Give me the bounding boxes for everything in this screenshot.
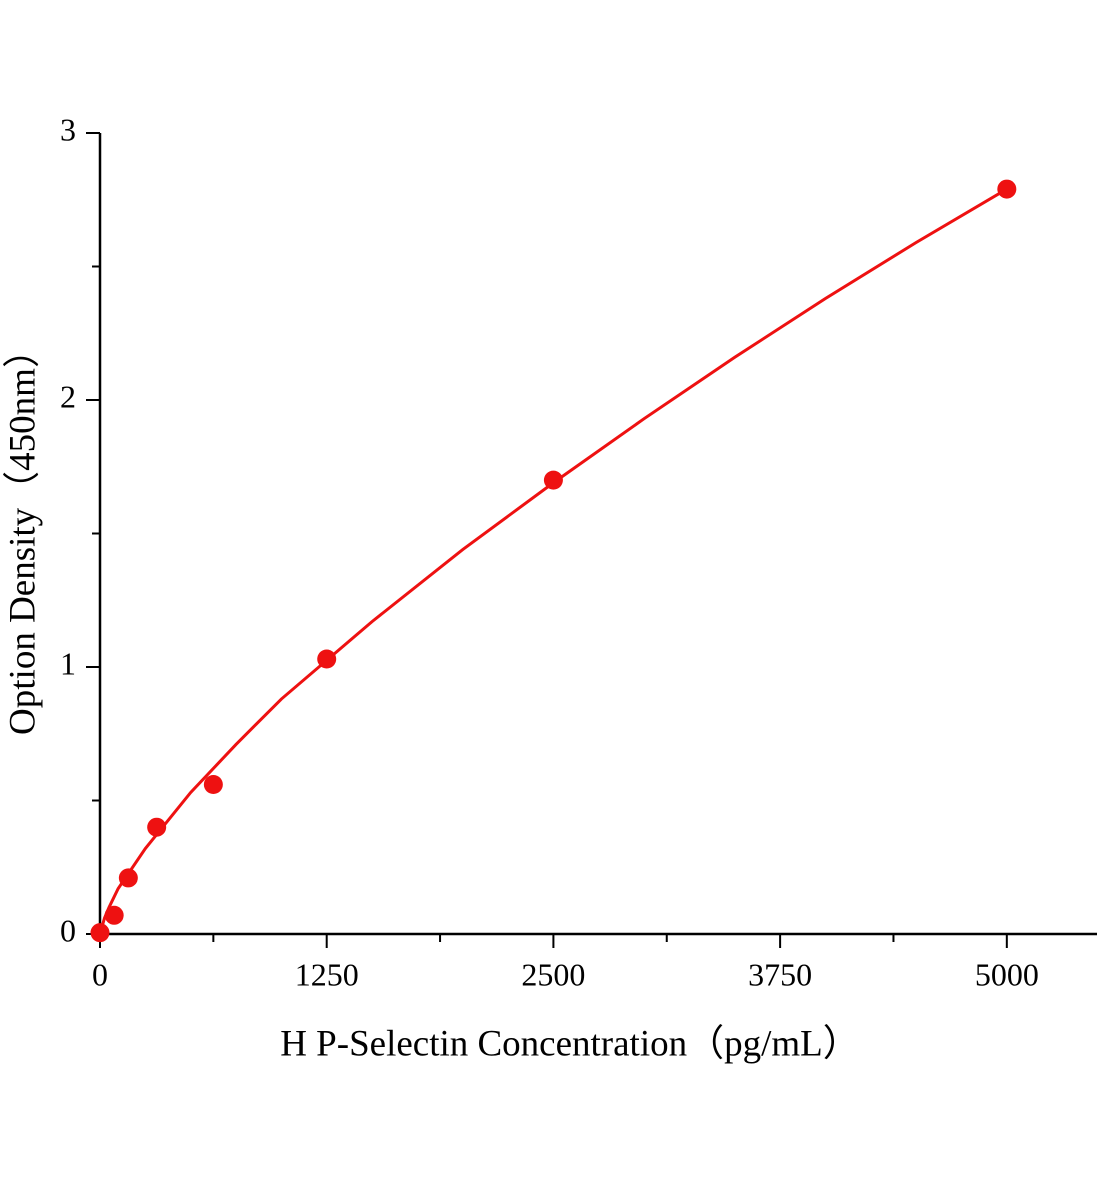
y-tick-label: 2 (60, 378, 76, 414)
y-tick-label: 0 (60, 912, 76, 948)
x-tick-label: 1250 (295, 956, 359, 992)
x-tick-label: 0 (92, 956, 108, 992)
x-axis-title: H P-Selectin Concentration（pg/mL） (280, 1023, 860, 1064)
data-point (997, 179, 1017, 199)
data-point (104, 905, 124, 925)
data-point (147, 817, 167, 837)
x-tick-label: 5000 (975, 956, 1039, 992)
data-point (118, 868, 138, 888)
y-axis-title: Option Density（450nm） (2, 331, 43, 735)
fit-curve (98, 187, 1008, 935)
y-tick-label: 1 (60, 645, 76, 681)
data-point (90, 923, 110, 943)
data-point (317, 649, 337, 669)
data-point (543, 470, 563, 490)
y-tick-label: 3 (60, 111, 76, 147)
x-tick-label: 3750 (748, 956, 812, 992)
data-point (203, 774, 223, 794)
x-tick-label: 2500 (521, 956, 585, 992)
